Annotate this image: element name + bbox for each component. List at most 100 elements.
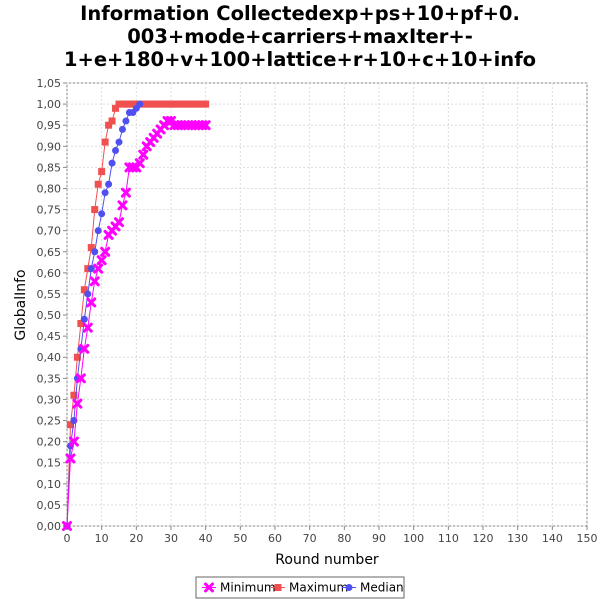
x-tick-label: 70 — [303, 532, 317, 545]
legend-marker-minimum — [204, 582, 214, 593]
plot-area — [66, 82, 588, 527]
x-tick-label: 80 — [337, 532, 351, 545]
chart-title-line-2: 003+mode+carriers+maxIter+- — [127, 25, 473, 48]
data-point-maximum — [73, 353, 81, 361]
data-point-maximum — [112, 104, 120, 112]
data-point-minimum — [86, 297, 97, 308]
y-tick-label: 0,55 — [37, 288, 62, 301]
x-tick-label: 140 — [542, 532, 563, 545]
data-point-minimum — [138, 149, 149, 160]
data-point-minimum — [82, 322, 93, 333]
data-point-maximum — [91, 206, 99, 214]
x-tick-label: 90 — [372, 532, 386, 545]
chart-title-line-1: Information Collectedexp+ps+10+pf+0. — [80, 2, 520, 25]
y-tick-label: 0,20 — [37, 436, 62, 449]
data-point-median — [122, 117, 130, 125]
data-point-median — [98, 210, 106, 218]
x-tick-label: 130 — [507, 532, 528, 545]
legend-label-minimum: Minimum — [220, 581, 276, 595]
series-group — [62, 100, 211, 531]
y-tick-label: 0,05 — [37, 499, 62, 512]
y-tick-label: 0,95 — [37, 119, 62, 132]
x-tick-label: 50 — [233, 532, 247, 545]
data-point-minimum — [79, 343, 90, 354]
data-point-minimum — [200, 120, 211, 131]
data-point-maximum — [202, 100, 210, 108]
series-line-median — [66, 103, 141, 527]
y-tick-label: 0,50 — [37, 309, 62, 322]
y-tick-label: 0,80 — [37, 182, 62, 195]
data-point-maximum — [94, 180, 102, 188]
data-point-minimum — [120, 187, 131, 198]
data-point-maximum — [101, 138, 109, 146]
data-point-maximum — [70, 391, 78, 399]
series-minimum — [62, 115, 211, 531]
legend-item-maximum: Maximum — [271, 581, 348, 595]
legend-item-minimum: Minimum — [202, 581, 276, 595]
data-point-minimum — [89, 276, 100, 287]
data-point-median — [80, 315, 88, 323]
legend-label-median: Median — [360, 581, 404, 595]
legend-label-maximum: Maximum — [289, 581, 348, 595]
y-tick-label: 0,35 — [37, 372, 62, 385]
data-point-median — [101, 189, 109, 197]
data-point-minimum — [100, 246, 111, 257]
legend: Minimum Maximum Median — [195, 576, 405, 599]
x-tick-label: 120 — [473, 532, 494, 545]
x-tick-label: 10 — [95, 532, 109, 545]
x-tick-label: 0 — [64, 532, 71, 545]
y-tick-label: 0,40 — [37, 351, 62, 364]
y-tick-label: 1,05 — [37, 77, 62, 90]
x-tick-label: 30 — [164, 532, 178, 545]
y-tick-label: 0,15 — [37, 457, 62, 470]
data-point-maximum — [80, 286, 88, 294]
y-axis-label: GlobalInfo — [13, 269, 29, 340]
data-point-median — [84, 290, 92, 298]
x-tick-label: 150 — [577, 532, 598, 545]
x-tick-label: 20 — [129, 532, 143, 545]
y-tick-label: 0,65 — [37, 246, 62, 259]
data-point-median — [94, 227, 102, 235]
x-tick-label: 110 — [438, 532, 459, 545]
grid-lines — [66, 82, 588, 527]
data-point-minimum — [65, 453, 76, 464]
x-axis-label: Round number — [275, 552, 379, 568]
data-point-median — [105, 180, 113, 188]
data-point-median — [87, 265, 95, 273]
data-point-median — [136, 100, 144, 108]
y-tick-label: 0,85 — [37, 161, 62, 174]
axes: 0 10 20 30 40 50 60 70 80 90 100 110 120 130 140 150 0,0… — [37, 77, 598, 545]
data-point-median — [118, 125, 126, 133]
data-point-maximum — [108, 117, 116, 125]
legend-marker-maximum — [274, 584, 282, 591]
y-tick-label: 0,70 — [37, 225, 62, 238]
data-point-median — [115, 138, 123, 146]
data-point-median — [108, 159, 116, 167]
data-point-minimum — [62, 521, 72, 531]
y-tick-label: 0,60 — [37, 267, 62, 280]
y-tick-label: 0,25 — [37, 415, 62, 428]
data-point-median — [112, 147, 120, 155]
chart-title-line-3: 1+e+180+v+100+lattice+r+10+c+10+info — [63, 48, 537, 71]
data-point-minimum — [72, 398, 83, 409]
data-point-minimum — [93, 263, 104, 274]
y-tick-label: 0,45 — [37, 330, 62, 343]
data-point-minimum — [134, 158, 145, 169]
data-point-minimum — [117, 200, 128, 211]
data-point-maximum — [66, 421, 74, 429]
y-tick-label: 0,00 — [37, 520, 62, 533]
chart-title: Information Collectedexp+ps+10+pf+0. 003… — [0, 2, 600, 71]
x-tick-label: 100 — [403, 532, 424, 545]
data-point-minimum — [68, 436, 79, 447]
y-tick-label: 0,75 — [37, 204, 62, 217]
legend-box — [195, 576, 405, 599]
data-point-maximum — [77, 319, 85, 327]
legend-marker-median — [345, 584, 353, 591]
y-tick-label: 0,90 — [37, 140, 62, 153]
y-tick-label: 0,30 — [37, 393, 62, 406]
data-point-median — [91, 248, 99, 256]
data-point-minimum — [75, 373, 86, 384]
data-point-maximum — [98, 168, 106, 176]
x-tick-label: 40 — [199, 532, 213, 545]
